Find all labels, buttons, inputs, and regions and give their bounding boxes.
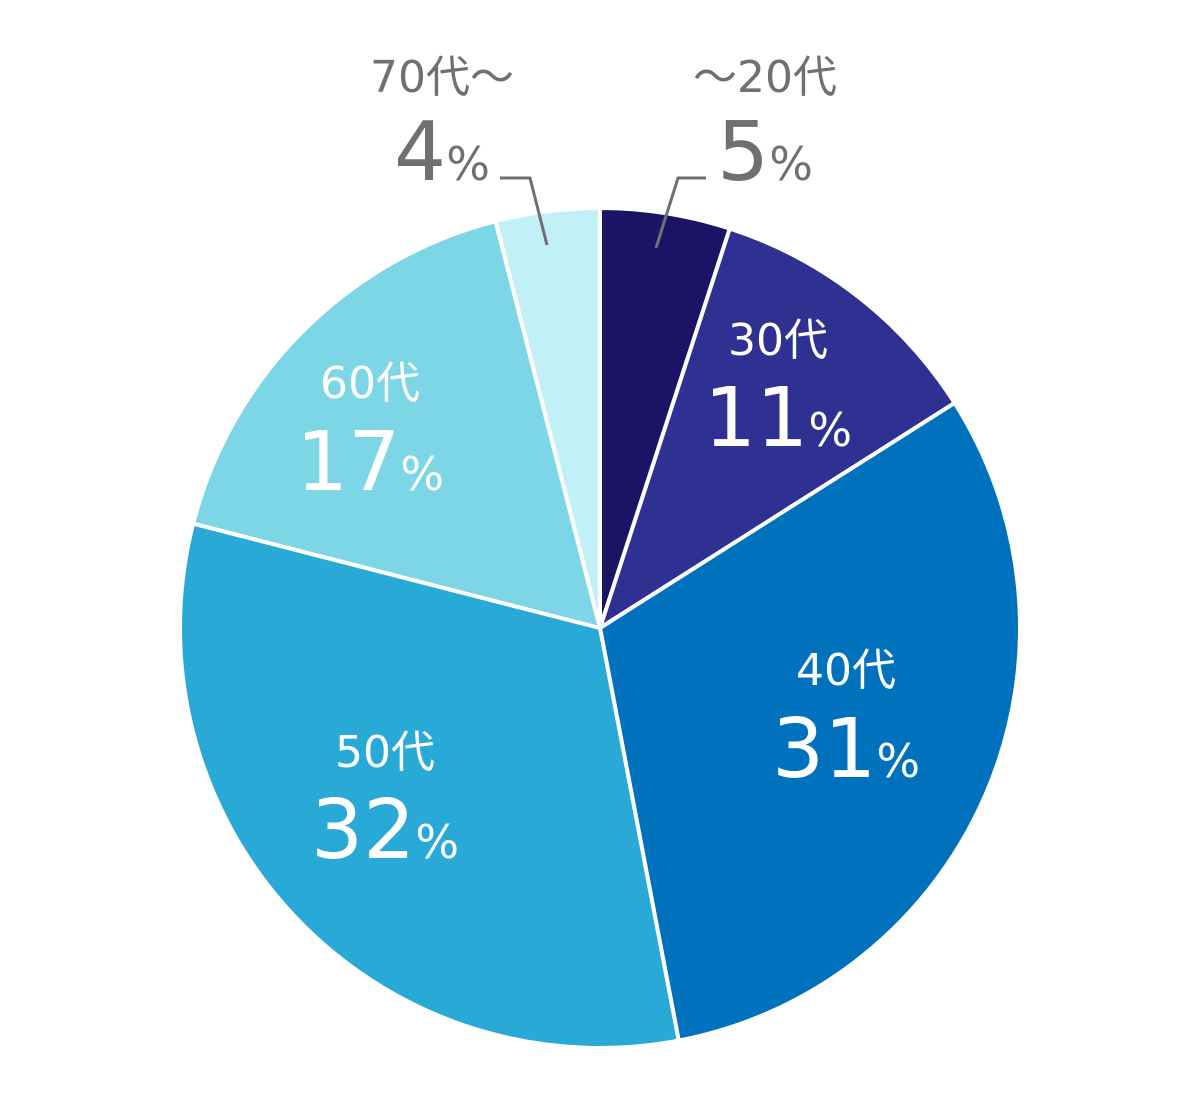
slice-value-number: 31 (772, 702, 876, 797)
pie-slice-6 (493, 206, 602, 630)
slice-label-value: 5% (717, 105, 813, 200)
leader-line-1 (654, 176, 706, 249)
slice-value-unit: % (808, 403, 852, 457)
slice-value-unit: % (415, 815, 459, 869)
leader-lines (500, 176, 706, 249)
slice-value-unit: % (876, 734, 920, 788)
slice-label-value: 31% (772, 702, 920, 797)
slice-label-value: 4% (394, 105, 490, 200)
pie-slice-5 (191, 219, 602, 630)
slice-label-category: 50代 (335, 727, 435, 778)
slice-label-value: 32% (311, 783, 459, 878)
slice-value-unit: % (446, 137, 490, 191)
slice-value-number: 11 (704, 371, 808, 466)
slice-label-category: 60代 (320, 358, 420, 409)
slice-value-number: 32 (311, 783, 415, 878)
pie-slice-4 (178, 521, 681, 1050)
slice-label-category: ～20代 (693, 52, 837, 103)
slice-label-category: 70代～ (370, 52, 514, 103)
slice-value-number: 5 (717, 105, 769, 200)
slice-label-value: 17% (296, 415, 444, 510)
pie-slice-3 (598, 400, 1022, 1043)
pie-slice-2 (598, 226, 957, 630)
leader-line-6 (500, 176, 549, 246)
slice-value-number: 17 (296, 415, 400, 510)
slice-value-number: 4 (394, 105, 446, 200)
slice-label-value: 11% (704, 371, 852, 466)
slice-label-category: 30代 (728, 315, 828, 366)
pie-slices (178, 206, 1022, 1050)
slice-value-unit: % (769, 137, 813, 191)
slice-label-category: 40代 (796, 645, 896, 696)
slice-value-unit: % (400, 447, 444, 501)
